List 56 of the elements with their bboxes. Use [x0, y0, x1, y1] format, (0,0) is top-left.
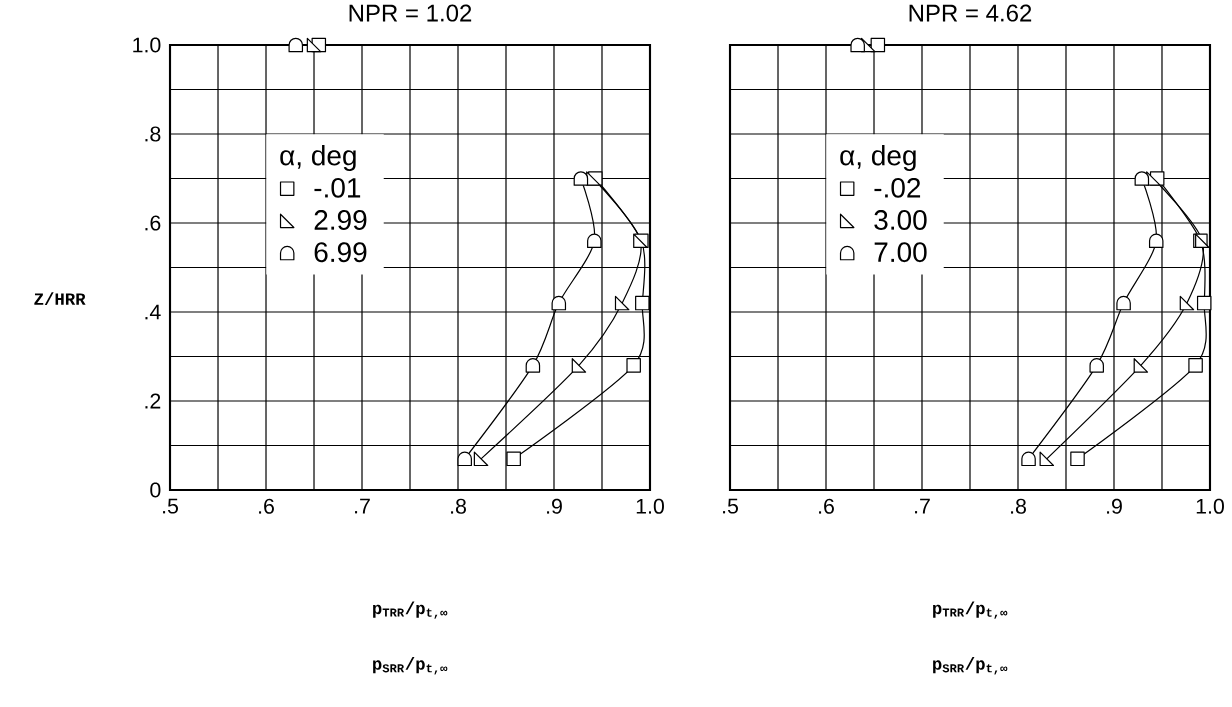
y-axis-title: Z/HRR: [34, 292, 86, 306]
point: [1089, 358, 1104, 373]
y-tick-label: .2: [145, 393, 161, 409]
x-tick-label: 1.0: [636, 498, 664, 514]
x-tick-label: .5: [723, 498, 738, 514]
y-tick-label: .4: [145, 304, 161, 320]
point: [1133, 358, 1149, 373]
point: [850, 37, 865, 53]
point: [1116, 295, 1131, 311]
x-tick-label: .8: [451, 498, 466, 514]
point: [573, 171, 589, 186]
point: [1188, 358, 1203, 373]
point: [288, 37, 304, 53]
point: [635, 295, 650, 311]
point: [1179, 295, 1195, 311]
point: [587, 233, 602, 249]
y-tick-label: .6: [145, 215, 161, 231]
x-tick-label: .9: [1107, 498, 1122, 514]
x-tick-label: .6: [819, 498, 834, 514]
point: [1196, 295, 1212, 311]
point: [1148, 233, 1164, 249]
point: [551, 295, 567, 311]
point: [1134, 171, 1150, 186]
x-tick-label: .9: [547, 498, 562, 514]
x-tick-label: .5: [163, 498, 178, 514]
point: [525, 358, 541, 373]
legend-label: 7.00: [874, 242, 927, 263]
x-tick-label: .6: [259, 498, 274, 514]
point: [626, 358, 641, 373]
text: p$_{SRR}$/p$_{t,∞}$: [373, 657, 448, 675]
point: [506, 451, 521, 467]
point: [457, 451, 472, 467]
legend-label: -.01: [314, 177, 361, 198]
x-axis-title: p$_{TRR}$/p$_{t,∞}$: [373, 601, 448, 619]
x-tick-label: .7: [355, 498, 370, 514]
y-tick-label: 1.0: [133, 37, 161, 53]
point: [571, 358, 587, 373]
text: p$_{SRR}$/p$_{t,∞}$: [933, 657, 1008, 675]
x-tick-label: .8: [1011, 498, 1026, 514]
x-axis-title: p$_{TRR}$/p$_{t,∞}$: [933, 601, 1008, 619]
legend-label: 3.00: [874, 210, 927, 230]
point: [614, 295, 630, 311]
chart-title: NPR = 4.62: [909, 4, 1032, 22]
legend-label: 2.99: [314, 210, 367, 230]
x-tick-label: 1.0: [1196, 498, 1224, 514]
legend-label: 6.99: [314, 242, 367, 263]
legend-title: α, deg: [840, 144, 916, 172]
legend-label: -.02: [874, 177, 921, 198]
y-tick-label: 0: [150, 482, 161, 498]
point: [1021, 451, 1036, 467]
point: [306, 37, 322, 53]
chart-title: NPR = 1.02: [349, 4, 472, 22]
legend-title: α, deg: [280, 144, 356, 172]
x-tick-label: .7: [915, 498, 930, 514]
y-tick-label: .8: [145, 126, 161, 142]
point: [1070, 451, 1085, 467]
